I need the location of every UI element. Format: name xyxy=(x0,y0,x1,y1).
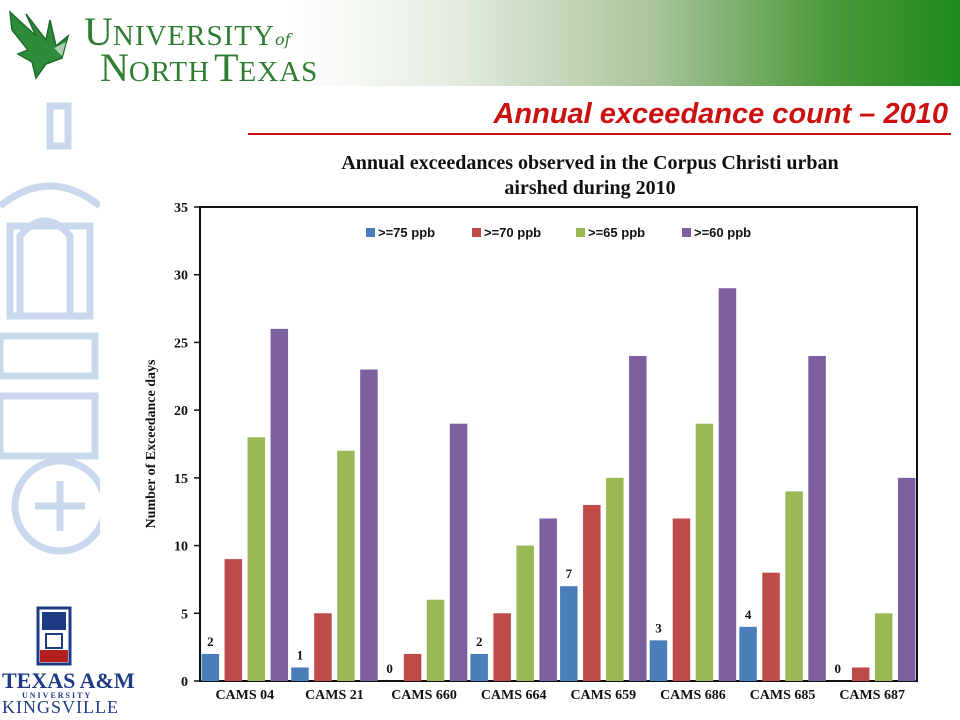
x-tick-label: CAMS 659 xyxy=(570,688,636,703)
unt-logo-word-exas: EXAS xyxy=(238,56,319,88)
bar xyxy=(649,640,668,681)
x-tick-label: CAMS 687 xyxy=(839,688,905,703)
bar xyxy=(897,477,916,681)
bar xyxy=(426,599,445,681)
tamuk-line3: KINGSVILLE xyxy=(2,697,119,717)
bar xyxy=(629,355,647,681)
bar xyxy=(539,518,557,681)
y-tick-label: 0 xyxy=(181,675,188,690)
y-tick-label: 5 xyxy=(181,607,188,622)
bar xyxy=(314,613,332,681)
bar xyxy=(449,423,468,681)
unt-logo-line2: NORTH TEXAS xyxy=(100,44,318,91)
legend-label: >=65 ppb xyxy=(588,225,645,240)
bar xyxy=(851,667,870,681)
bar xyxy=(201,653,220,681)
legend-swatch xyxy=(472,228,481,237)
legend-label: >=70 ppb xyxy=(484,225,541,240)
unt-logo-word-niversity: NIVERSITY xyxy=(112,20,275,52)
bar xyxy=(470,653,488,681)
bar xyxy=(270,328,289,681)
bar-data-label: 0 xyxy=(386,661,393,676)
bar xyxy=(718,288,737,681)
y-tick-label: 15 xyxy=(174,472,188,487)
bar xyxy=(695,423,714,681)
bar xyxy=(739,626,757,681)
building-watermark-icon xyxy=(0,102,100,555)
unt-logo-of: of xyxy=(274,30,291,49)
unt-logo-letter-t: T xyxy=(214,45,239,90)
bar xyxy=(560,586,578,681)
slide-title: Annual exceedance count – 2010 xyxy=(493,98,948,130)
legend-swatch xyxy=(682,228,691,237)
legend-label: >=60 ppb xyxy=(694,225,751,240)
bar xyxy=(360,369,378,681)
x-tick-label: CAMS 664 xyxy=(481,688,547,703)
bar xyxy=(874,613,893,681)
bar xyxy=(606,477,624,681)
bar-data-label: 2 xyxy=(476,634,483,649)
x-tick-label: CAMS 04 xyxy=(215,688,274,703)
header-banner xyxy=(0,0,960,86)
bar-data-label: 1 xyxy=(297,647,304,662)
unt-logo-word-orth: ORTH xyxy=(128,56,211,88)
bar xyxy=(516,545,534,681)
y-tick-label: 25 xyxy=(174,336,188,351)
bar xyxy=(291,667,309,681)
x-tick-label: CAMS 686 xyxy=(660,688,726,703)
bar-data-label: 4 xyxy=(745,607,752,622)
unt-logo-letter-u: U xyxy=(84,9,113,54)
bar xyxy=(583,504,601,681)
bar xyxy=(762,572,780,681)
bar-data-label: 3 xyxy=(655,620,662,635)
bar xyxy=(785,491,803,681)
legend-swatch xyxy=(576,228,585,237)
bar xyxy=(224,559,243,681)
y-axis-label: Number of Exceedance days xyxy=(144,359,159,528)
bar xyxy=(808,355,826,681)
bar xyxy=(672,518,691,681)
legend-label: >=75 ppb xyxy=(378,225,435,240)
chart-title-line1: Annual exceedances observed in the Corpu… xyxy=(341,152,839,174)
tamuk-line2: UNIVERSITY xyxy=(22,691,93,700)
y-tick-label: 10 xyxy=(174,540,188,555)
title-underline xyxy=(248,133,951,135)
unt-logo-letter-n: N xyxy=(100,45,129,90)
legend-swatch xyxy=(366,228,375,237)
bar-data-label: 2 xyxy=(207,634,214,649)
x-tick-label: CAMS 660 xyxy=(391,688,457,703)
bar xyxy=(403,653,422,681)
eagle-logo-icon xyxy=(9,10,70,80)
plot-frame xyxy=(199,206,918,682)
x-tick-label: CAMS 21 xyxy=(305,688,364,703)
bar-data-label: 7 xyxy=(566,566,573,581)
bar xyxy=(493,613,511,681)
y-tick-label: 35 xyxy=(174,201,188,216)
x-tick-label: CAMS 685 xyxy=(750,688,816,703)
bar xyxy=(247,437,266,681)
chart-title-line2: airshed during 2010 xyxy=(504,177,676,199)
y-tick-label: 30 xyxy=(174,269,188,284)
y-tick-label: 20 xyxy=(174,404,188,419)
tamuk-line1: TEXAS A&M xyxy=(2,668,135,693)
bar xyxy=(337,450,355,681)
bar-data-label: 0 xyxy=(834,661,841,676)
unt-logo-line1: UNIVERSITYof xyxy=(84,8,291,55)
tamuk-seal-icon xyxy=(36,606,72,666)
